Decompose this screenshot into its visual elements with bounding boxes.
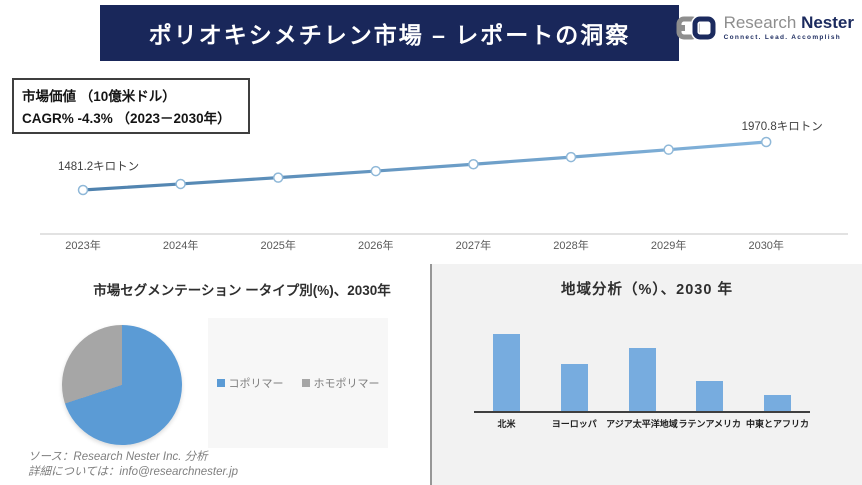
region-bar-アジア太平洋地域 — [628, 348, 656, 411]
data-point-2028年 — [565, 151, 577, 163]
logo-wordmark: Research Nester — [724, 14, 854, 32]
source-line: ソース：Research Nester Inc. 分析 — [28, 451, 208, 463]
x-tick-label: 2027年 — [456, 238, 491, 252]
page-title: ポリオキシメチレン市場 – レポートの洞察 — [148, 22, 631, 48]
legend-label: ホモポリマー — [313, 378, 380, 390]
x-tick-label: 2023年 — [65, 238, 100, 252]
x-tick-label: 2024年 — [163, 238, 198, 252]
pie-legend: コポリマー ホモポリマー — [208, 318, 388, 448]
legend-item-ホモポリマー: ホモポリマー — [301, 375, 380, 391]
data-point-2029年 — [663, 144, 674, 155]
first-point-label: 1481.2キロトン — [58, 161, 139, 173]
data-point-2030年 — [760, 136, 772, 148]
region-bar-chart: 北米 ヨーロッパ アジア太平洋地域 ラテンアメリカ 中東とアフリカ — [432, 264, 862, 485]
region-bar-北米 — [493, 334, 520, 411]
last-point-label: 1970.8キロトン — [742, 121, 823, 133]
market-value-line-chart: 2023年 2024年 2025年 2026年 2027年 2028年 2029年 2030年… — [0, 112, 862, 262]
region-bar-ラテンアメリカ — [696, 380, 724, 411]
region-analysis-panel: 地域分析（%）、2030 年 北米 ヨーロッパ アジア太平洋地域 ラテンアメリカ 中東と… — [430, 264, 862, 485]
region-bar-label: 中東とアフリカ — [745, 419, 809, 429]
report-title-banner: ポリオキシメチレン市場 – レポートの洞察 — [100, 5, 679, 61]
segmentation-chart-title: 市場セグメンテーション ータイプ別(%)、2030年 — [93, 283, 391, 298]
legend-swatch-icon — [301, 379, 310, 387]
logo-tagline: Connect. Lead. Accomplish — [723, 34, 842, 41]
x-tick-label: 2028年 — [553, 238, 588, 252]
x-tick-label: 2030年 — [748, 238, 783, 252]
x-tick-label: 2025年 — [260, 238, 295, 252]
region-bar-label: アジア太平洋地域 — [606, 419, 678, 429]
region-bar-label: 北米 — [497, 419, 516, 429]
contact-line: 詳細については：info@researchnester.jp — [28, 466, 239, 478]
logo-word-nester: Nester — [801, 13, 854, 32]
logo-text: Research Nester Connect. Lead. Accomplis… — [723, 14, 854, 42]
research-nester-logo: Research Nester Connect. Lead. Accomplis… — [675, 12, 854, 49]
trend-line — [81, 140, 768, 192]
data-point-2026年 — [370, 165, 382, 177]
legend-label: コポリマー — [228, 378, 284, 390]
legend-item-コポリマー: コポリマー — [216, 375, 284, 391]
data-point-2027年 — [468, 158, 479, 170]
bar-chart-x-axis — [474, 411, 810, 413]
chain-links-logo-icon — [675, 12, 719, 49]
region-bar-label: ラテンアメリカ — [678, 419, 742, 429]
data-point-2025年 — [272, 172, 284, 183]
market-value-cagr-box: 市場価値 （10億米ドル） CAGR% -4.3% （2023－2030年） — [12, 78, 250, 134]
legend-swatch-icon — [216, 379, 225, 387]
logo-word-research: Research — [723, 13, 797, 32]
region-chart-title: 地域分析（%）、2030 年 — [561, 282, 733, 298]
segmentation-pie-chart — [62, 325, 182, 445]
region-bar-中東とアフリカ — [764, 394, 791, 411]
market-value-line: 市場価値 （10億米ドル） — [22, 89, 176, 104]
data-point-2023年 — [77, 184, 89, 196]
region-bar-label: ヨーロッパ — [551, 419, 597, 429]
x-tick-label: 2026年 — [358, 238, 393, 252]
line-chart-svg: 2023年 2024年 2025年 2026年 2027年 2028年 2029年 2030年… — [40, 121, 848, 252]
x-tick-label: 2029年 — [651, 238, 686, 252]
region-bar-ヨーロッパ — [560, 364, 588, 411]
source-note: ソース：Research Nester Inc. 分析 詳細については：info… — [28, 450, 238, 480]
cagr-line: CAGR% -4.3% （2023－2030年） — [22, 111, 231, 126]
data-point-2024年 — [175, 178, 186, 190]
